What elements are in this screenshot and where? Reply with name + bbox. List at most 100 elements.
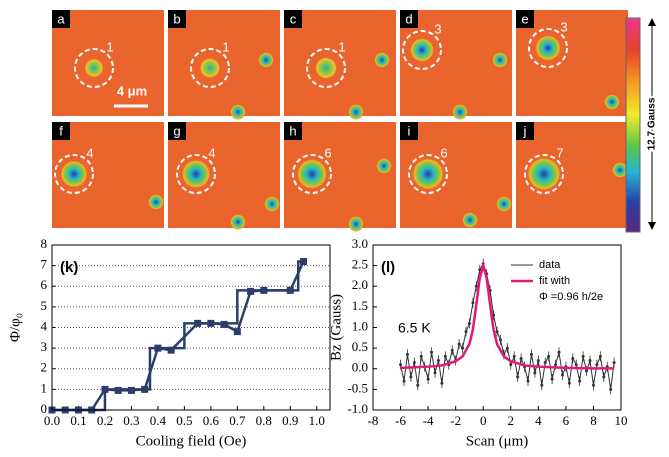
marker (286, 286, 294, 294)
marker (464, 330, 468, 334)
y-tick-label: 3.0 (352, 236, 368, 251)
vortex (612, 162, 628, 178)
y-axis-label: Bz (Gauss) (328, 294, 344, 361)
plot-frame (372, 244, 622, 411)
colorbar-label: 12.7 Gauss (647, 97, 658, 150)
marker (436, 359, 440, 362)
vortex-outline (54, 154, 94, 194)
x-tick-label: 0.4 (150, 413, 167, 428)
marker (550, 377, 554, 381)
marker (440, 381, 444, 385)
panel-letter: b (173, 11, 180, 26)
scale-bar-label: 4 μm (117, 83, 147, 98)
vortex (604, 94, 620, 110)
x-tick-label: 10 (615, 413, 628, 428)
marker (433, 371, 437, 375)
panel-letter: i (408, 123, 411, 138)
vortex-count: 1 (106, 39, 113, 54)
panel-annotation: (k) (60, 259, 78, 276)
vortex-outline (408, 154, 448, 194)
vortex (258, 52, 274, 68)
marker (233, 328, 241, 336)
vortex (409, 37, 435, 63)
y-tick-label: -1.0 (347, 401, 368, 416)
marker (194, 319, 202, 327)
vortex (526, 156, 562, 192)
x-tick-label: 1.0 (309, 413, 325, 428)
vortex (376, 158, 392, 174)
marker (127, 386, 135, 394)
letter-bg (168, 10, 186, 28)
vortex (374, 52, 390, 68)
x-tick-label: 0.7 (229, 413, 246, 428)
marker (141, 385, 149, 393)
x-axis-label: Scan (μm) (466, 433, 529, 449)
marker (609, 387, 613, 391)
y-tick-label: 2 (41, 360, 48, 375)
x-tick-label: 0.1 (70, 413, 86, 428)
panel: c1 (284, 10, 396, 120)
vortex (181, 159, 211, 189)
y-tick-label: 7 (41, 257, 48, 272)
marker (467, 321, 471, 325)
marker (430, 350, 434, 354)
marker (207, 319, 215, 327)
marker (612, 361, 616, 365)
panel-annotation: (l) (381, 259, 395, 276)
y-tick-label: 2.5 (352, 257, 368, 272)
marker (578, 379, 582, 383)
marker (543, 361, 547, 365)
vortex (60, 160, 88, 188)
y-axis-label: Φ/φ₀ (7, 313, 23, 342)
series-line (52, 260, 305, 412)
marker (602, 375, 606, 379)
x-tick-label: -8 (368, 413, 379, 428)
panel-letter: c (290, 11, 297, 26)
x-axis-label: Cooling field (Oe) (136, 433, 247, 449)
vortex (84, 58, 104, 78)
vortex-count: 3 (560, 19, 567, 34)
marker (560, 373, 564, 377)
marker (540, 383, 544, 387)
vortex (148, 194, 164, 210)
panel-letter: h (289, 123, 296, 138)
letter-bg (52, 122, 70, 140)
series-line (400, 260, 615, 370)
vortex-outline (528, 28, 568, 68)
marker (591, 383, 595, 387)
marker (426, 377, 430, 381)
letter-bg (168, 122, 186, 140)
marker (571, 356, 575, 360)
x-tick-label: 0.8 (256, 413, 272, 428)
marker (101, 385, 109, 393)
x-tick-label: -2 (450, 413, 461, 428)
x-tick-label: 0.2 (97, 413, 113, 428)
panel-letter: f (59, 123, 63, 138)
marker (598, 354, 602, 358)
y-tick-label: 3 (41, 339, 48, 354)
panel: e3 (516, 10, 628, 116)
x-tick-label: 0.6 (203, 413, 220, 428)
vortex-outline (74, 48, 114, 88)
panel-bg (52, 10, 164, 116)
marker (519, 356, 523, 360)
panel: f4 (52, 122, 164, 228)
letter-bg (400, 10, 418, 28)
vortex (411, 157, 445, 191)
marker (220, 320, 228, 328)
y-tick-label: 0.0 (352, 360, 368, 375)
vortex-count: 4 (208, 145, 215, 160)
vortex-count: 1 (222, 39, 229, 54)
marker (509, 363, 513, 367)
panel-letter: d (405, 11, 412, 26)
marker (567, 381, 571, 385)
marker (554, 363, 558, 367)
vortex-outline (190, 48, 230, 88)
marker (443, 354, 447, 358)
marker (167, 346, 175, 354)
vortex (230, 214, 246, 230)
marker (533, 371, 537, 375)
vortex (264, 196, 280, 212)
y-tick-label: 1.0 (352, 318, 368, 333)
vortex-count: 3 (434, 21, 441, 36)
